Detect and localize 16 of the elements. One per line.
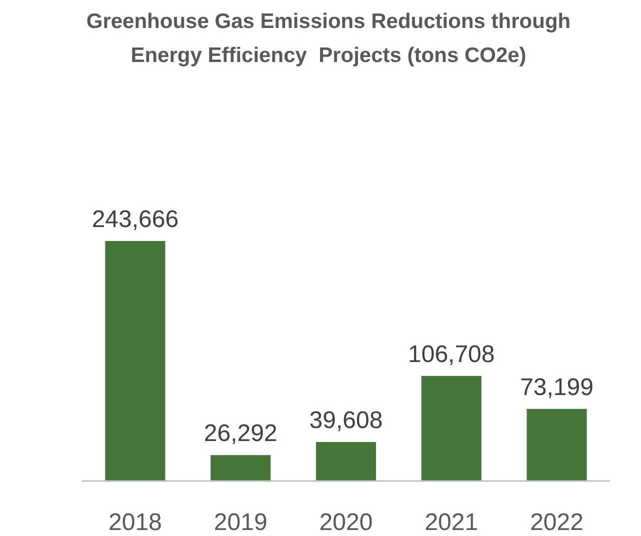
data-label: 243,666 — [92, 206, 179, 233]
x-tick-label: 2018 — [108, 509, 162, 536]
chart-title: Greenhouse Gas Emissions Reductions through Energy Efficiency Projects (tons CO2e) — [86, 10, 571, 67]
data-label: 73,199 — [520, 374, 594, 401]
x-tick-label: 2021 — [424, 509, 478, 536]
x-tick-label: 2022 — [530, 509, 584, 536]
bar — [210, 455, 271, 481]
bar — [105, 241, 166, 481]
data-label: 26,292 — [204, 420, 278, 448]
bar — [421, 376, 482, 481]
bar — [526, 408, 587, 481]
data-label: 106,708 — [408, 340, 495, 368]
data-label: 39,608 — [309, 406, 383, 434]
x-tick-label: 2020 — [319, 509, 373, 536]
bar — [316, 442, 376, 481]
x-tick-label: 2019 — [214, 509, 268, 536]
